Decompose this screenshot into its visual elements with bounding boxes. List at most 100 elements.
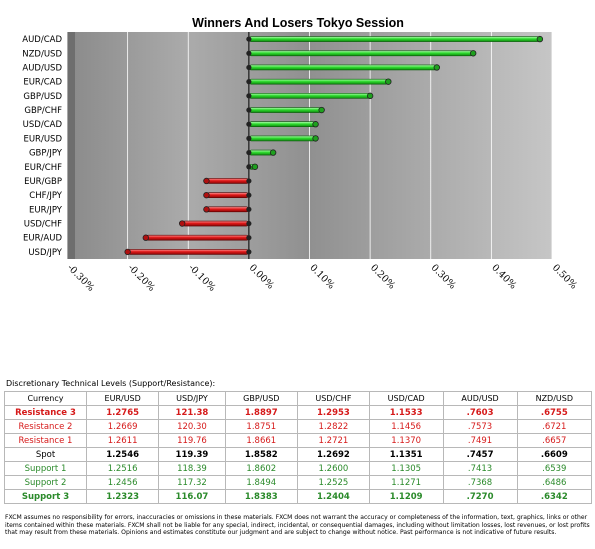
levels-title: Discretionary Technical Levels (Support/… — [6, 379, 216, 388]
levels-cell: 1.2953 — [297, 405, 370, 420]
category-label: USD/JPY — [28, 248, 62, 258]
bar — [145, 234, 250, 241]
category-label: USD/CAD — [23, 120, 63, 130]
levels-cell: 119.76 — [158, 433, 226, 448]
bar — [206, 178, 250, 184]
bar-end-cap — [251, 163, 259, 170]
bar — [206, 206, 250, 213]
levels-cell: 1.2404 — [297, 489, 370, 504]
bar — [248, 121, 316, 128]
levels-cell: 1.2525 — [297, 475, 370, 490]
bar-end-cap — [312, 135, 319, 142]
levels-row: Spot 1.2546 119.39 1.8582 1.2692 1.1351.7457.… — [4, 447, 593, 462]
bar — [248, 50, 474, 57]
bar-base-cap — [246, 149, 252, 156]
levels-cell: 1.1271 — [368, 475, 444, 490]
bar — [248, 64, 438, 71]
bar-base-cap — [246, 249, 252, 255]
category-label: NZD/USD — [22, 49, 62, 59]
header-gbpusd: GBP/USD — [224, 391, 299, 406]
bar-end-cap — [178, 220, 186, 227]
levels-cell: 1.1456 — [368, 419, 444, 434]
bar-end-cap — [318, 106, 325, 114]
levels-cell: 1.8661 — [224, 433, 299, 448]
bar-end-cap — [469, 50, 477, 57]
levels-cell: .7368 — [442, 475, 518, 490]
bar-base-cap — [246, 64, 252, 71]
levels-cell: 1.2516 — [85, 461, 160, 476]
levels-cell: .7491 — [442, 433, 518, 448]
bar-base-cap — [246, 192, 252, 198]
levels-cell: .6486 — [516, 475, 593, 490]
category-label: CHF/JPY — [29, 191, 63, 201]
levels-cell: 1.2546 — [85, 447, 160, 462]
levels-cell: 1.8494 — [224, 475, 299, 490]
levels-cell: .7603 — [442, 405, 518, 420]
levels-cell: .6539 — [516, 461, 593, 476]
bar — [181, 220, 250, 227]
x-tick-label: 0.10% — [307, 262, 336, 291]
category-label: EUR/JPY — [29, 205, 63, 215]
levels-cell: 1.2456 — [85, 475, 160, 490]
levels-cell: 1.8897 — [224, 405, 299, 420]
bar-base-cap — [246, 107, 252, 113]
bar-base-cap — [246, 178, 252, 184]
bar — [248, 107, 322, 113]
levels-cell: 116.07 — [158, 489, 226, 504]
header-usdchf: USD/CHF — [297, 391, 370, 406]
levels-cell: .7457 — [442, 447, 518, 462]
category-label: GBP/JPY — [29, 149, 63, 159]
category-label: GBP/CHF — [24, 106, 62, 116]
bar-chart: Winners And Losers Tokyo Session AUD/CAD… — [22, 16, 579, 294]
x-tick-label: -0.20% — [126, 262, 157, 293]
bar-end-cap — [312, 121, 319, 128]
levels-row: Support 1 1.2516 118.39 1.8602 1.2600 1.1305.… — [4, 461, 593, 476]
bar-end-cap — [142, 234, 150, 241]
bar-base-cap — [246, 50, 252, 56]
category-label: EUR/GBP — [24, 177, 62, 187]
levels-cell: 1.1351 — [368, 447, 444, 462]
bar-end-cap — [203, 206, 210, 213]
levels-cell: 1.2669 — [85, 419, 160, 434]
bar-base-cap — [246, 206, 252, 212]
category-label: EUR/CAD — [23, 78, 62, 88]
levels-cell: 1.2611 — [85, 433, 160, 448]
bar-end-cap — [269, 149, 277, 156]
bar — [248, 149, 274, 156]
levels-row: Support 3 1.2323 116.07 1.8383 1.2404 1.1209.… — [4, 489, 593, 504]
header-eurusd: EUR/USD — [85, 391, 160, 406]
category-label: AUD/CAD — [22, 35, 62, 45]
levels-cell: .6755 — [516, 405, 593, 420]
bar — [248, 135, 316, 142]
levels-row-label: Resistance 3 — [4, 405, 87, 420]
levels-cell: .7573 — [442, 419, 518, 434]
levels-row: Resistance 2 1.2669 120.30 1.8751 1.2822 1.14… — [4, 419, 593, 434]
category-label: EUR/CHF — [24, 163, 62, 173]
category-label: AUD/USD — [22, 63, 62, 73]
category-label: EUR/USD — [23, 134, 62, 144]
bar — [248, 78, 389, 85]
levels-cell: .6721 — [516, 419, 593, 434]
levels-cell: 117.32 — [158, 475, 226, 490]
category-label: EUR/AUD — [23, 234, 62, 244]
header-nzdusd: NZD/USD — [516, 391, 593, 406]
bar-end-cap — [536, 35, 544, 43]
levels-cell: 1.2692 — [297, 447, 370, 462]
levels-row: Support 2 1.2456 117.32 1.8494 1.2525 1.1271.… — [4, 475, 593, 490]
bar-end-cap — [366, 92, 374, 100]
levels-row-label: Resistance 2 — [4, 419, 87, 434]
bar — [127, 249, 250, 255]
levels-row: Resistance 3 1.2765 121.38 1.8897 1.2953 1.15… — [4, 405, 593, 420]
levels-table: Currency EUR/USD USD/JPY GBP/USD USD/CHF… — [4, 391, 593, 504]
x-tick-label: 0.00% — [247, 262, 276, 291]
levels-cell: 120.30 — [158, 419, 226, 434]
bar-base-cap — [246, 121, 252, 127]
levels-cell: 1.2323 — [85, 489, 160, 504]
levels-cell: .6609 — [516, 447, 593, 462]
levels-cell: 1.8602 — [224, 461, 299, 476]
header-usdcad: USD/CAD — [368, 391, 444, 406]
chart-title: Winners And Losers Tokyo Session — [192, 16, 404, 30]
levels-cell: 1.8751 — [224, 419, 299, 434]
bar-end-cap — [433, 64, 441, 71]
levels-cell: .7270 — [442, 489, 518, 504]
